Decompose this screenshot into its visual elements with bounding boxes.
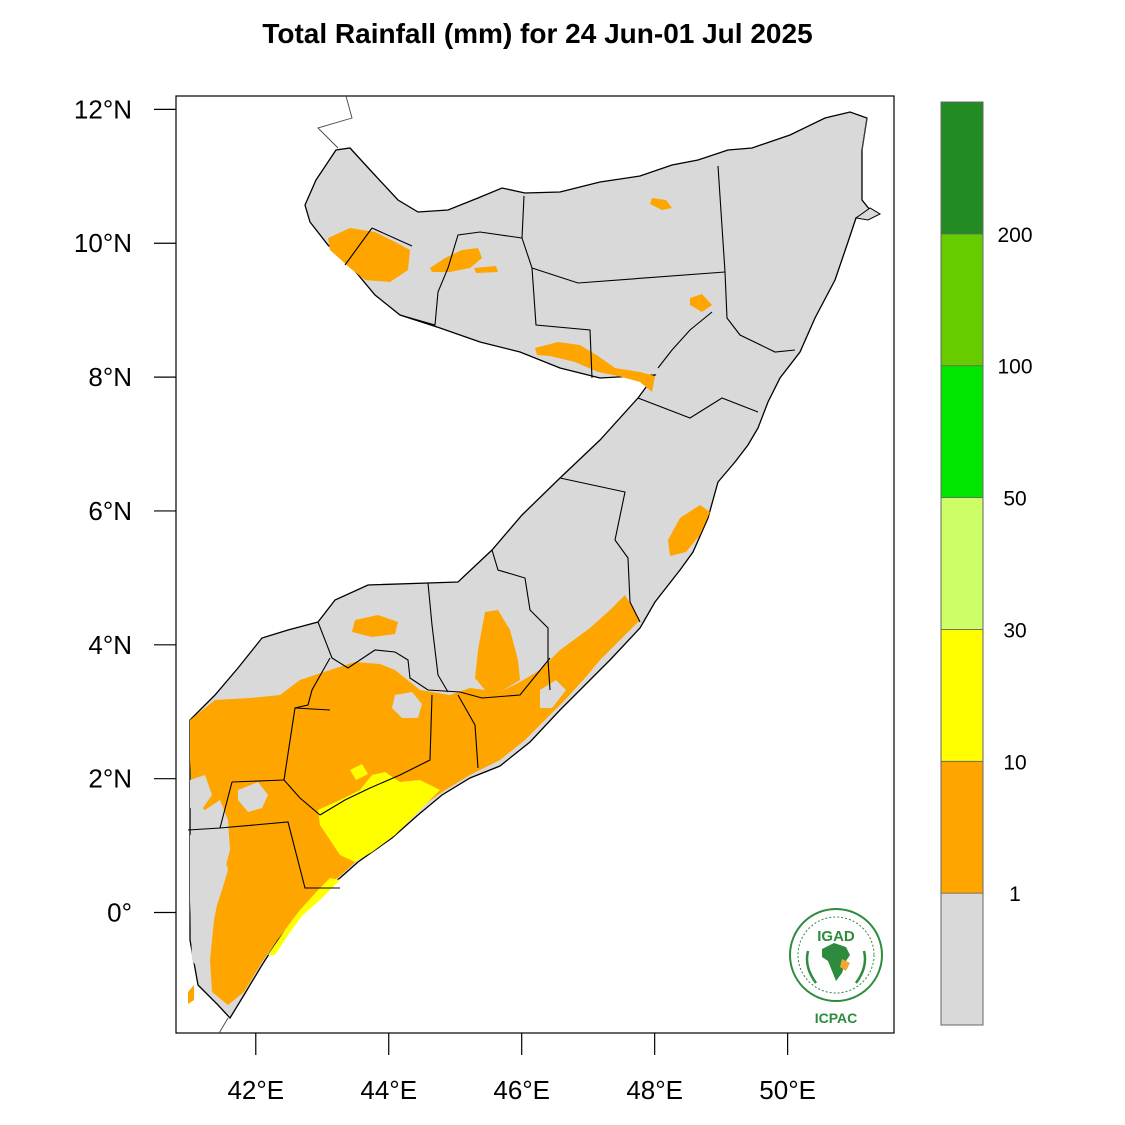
- lat-tick-label: 4°N: [88, 630, 132, 660]
- legend-label: 1: [1009, 883, 1021, 906]
- lon-tick-label: 50°E: [759, 1075, 816, 1105]
- legend-bin: [940, 497, 984, 630]
- legend-label: 200: [997, 224, 1032, 247]
- igad-africa-wreath-icon: [805, 943, 867, 984]
- longitude-axis: 42°E 44°E 46°E 48°E 50°E: [227, 1033, 816, 1105]
- rain-below-1mm-inclusions: [190, 680, 566, 975]
- lat-tick-label: 12°N: [74, 94, 132, 124]
- lat-tick-label: 6°N: [88, 496, 132, 526]
- rain-10-30mm-areas: [268, 764, 440, 955]
- logo-top-text: IGAD: [817, 928, 855, 945]
- legend-label: 100: [997, 356, 1032, 379]
- admin-borders: [187, 165, 796, 889]
- legend-outline: [940, 101, 984, 1026]
- legend-label: 10: [1003, 751, 1026, 774]
- logo-bottom-text: ICPAC: [815, 1010, 858, 1026]
- lat-tick-label: 2°N: [88, 764, 132, 794]
- legend-bin: [940, 892, 984, 1026]
- lat-tick-label: 10°N: [74, 228, 132, 258]
- logo-inner-ring: [797, 916, 875, 994]
- igad-icpac-logo: IGAD ICPAC: [789, 908, 883, 1026]
- lon-tick-label: 44°E: [360, 1075, 417, 1105]
- map-title: Total Rainfall (mm) for 24 Jun-01 Jul 20…: [262, 18, 813, 49]
- lat-tick-label: 0°: [107, 898, 132, 928]
- legend-bin: [940, 365, 984, 498]
- legend-bin: [940, 629, 984, 762]
- latitude-axis: 12°N 10°N 8°N 6°N 4°N 2°N 0°: [74, 94, 176, 928]
- lat-tick-label: 8°N: [88, 362, 132, 392]
- lon-tick-label: 42°E: [227, 1075, 284, 1105]
- legend-label: 30: [1003, 619, 1026, 642]
- legend-colorbar: 1 10 30 50 100 200: [940, 101, 1033, 1026]
- lon-tick-label: 48°E: [626, 1075, 683, 1105]
- legend-bin: [940, 760, 984, 894]
- legend-label: 50: [1003, 488, 1026, 511]
- legend-bin: [940, 101, 984, 235]
- legend-bin: [940, 233, 984, 367]
- map-content: [187, 96, 882, 1033]
- horn-tip: [854, 207, 882, 221]
- neighbour-borders: [218, 96, 868, 1033]
- lon-tick-label: 46°E: [493, 1075, 550, 1105]
